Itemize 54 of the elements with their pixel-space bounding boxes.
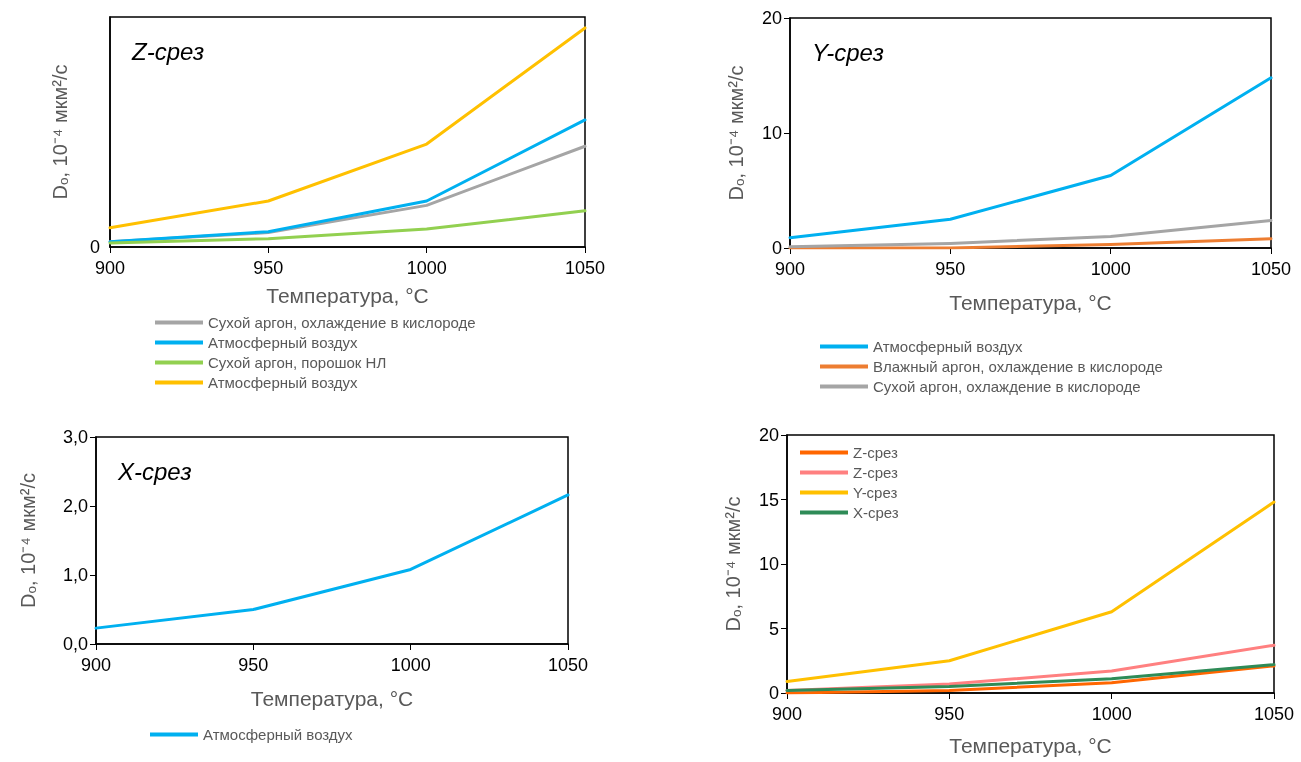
y-tick-label: 15 [758, 489, 779, 510]
line-series [94, 493, 570, 630]
x-tick-label: 1000 [390, 655, 431, 675]
y-tick-label: 10 [761, 123, 782, 143]
legend-label: Y-срез [853, 484, 898, 501]
line-series [788, 76, 1273, 240]
legend-label: Z-срез [853, 444, 899, 461]
y-axis-title: Dₒ, 10⁻⁴ мкм²/с [725, 65, 747, 201]
legend-label: Атмосферный воздух [208, 374, 359, 391]
y-axis-title: Dₒ, 10⁻⁴ мкм²/с [17, 473, 39, 608]
y-tick-label: 20 [758, 425, 779, 445]
y-tick-label: 1,0 [62, 565, 88, 585]
x-axis-title: Температура, °C [250, 687, 414, 710]
y-axis-title: Dₒ, 10⁻⁴ мкм²/с [722, 496, 744, 632]
x-tick-label: 900 [774, 259, 806, 279]
y-tick-label: 20 [761, 8, 782, 28]
legend-label: Сухой аргон, порошок НЛ [208, 354, 387, 371]
legend-label: Сухой аргон, охлаждение в кислороде [208, 314, 476, 331]
annotation: Y-срез [812, 38, 884, 66]
x-tick-label: 950 [253, 258, 284, 278]
annotation: Z-срез [131, 37, 205, 65]
x-axis-title: Температура, °C [949, 291, 1112, 314]
y-tick-label: 5 [768, 618, 779, 639]
x-tick-label: 900 [80, 655, 112, 675]
y-tick-label: 0 [768, 683, 779, 703]
x-tick-label: 950 [935, 259, 966, 279]
x-tick-label: 1000 [1090, 259, 1131, 279]
x-tick-label: 1050 [1253, 704, 1295, 724]
y-tick-label: 0 [771, 238, 782, 258]
line-series [785, 500, 1276, 683]
y-tick-label: 3,0 [62, 427, 88, 447]
x-tick-label: 1050 [1250, 259, 1292, 279]
x-axis-title: Температура, °C [949, 734, 1112, 757]
x-tick-label: 950 [934, 704, 965, 724]
x-tick-label: 1050 [547, 655, 589, 675]
legend-label: Атмосферный воздух [208, 334, 359, 351]
legend-label: X-срез [853, 504, 899, 521]
y-tick-label: 2,0 [62, 496, 88, 516]
x-tick-label: 1050 [564, 258, 606, 278]
x-tick-label: 950 [238, 655, 269, 675]
x-axis-title: Температура, °C [266, 284, 429, 307]
x-tick-label: 1000 [1091, 704, 1132, 724]
legend-label: Влажный аргон, охлаждение в кислороде [873, 358, 1163, 375]
legend-label: Атмосферный воздух [873, 338, 1024, 355]
x-tick-label: 900 [771, 704, 803, 724]
y-axis-title: Dₒ, 10⁻⁴ мкм²/с [49, 64, 71, 200]
annotation: X-срез [117, 457, 192, 485]
y-tick-label: 0,0 [62, 634, 88, 654]
legend-label: Сухой аргон, охлаждение в кислороде [873, 378, 1141, 395]
x-tick-label: 900 [94, 258, 126, 278]
x-tick-label: 1000 [406, 258, 447, 278]
y-tick-label: 10 [758, 554, 779, 574]
legend-label: Атмосферный воздух [203, 726, 354, 743]
legend-label: Z-срез [853, 464, 899, 481]
